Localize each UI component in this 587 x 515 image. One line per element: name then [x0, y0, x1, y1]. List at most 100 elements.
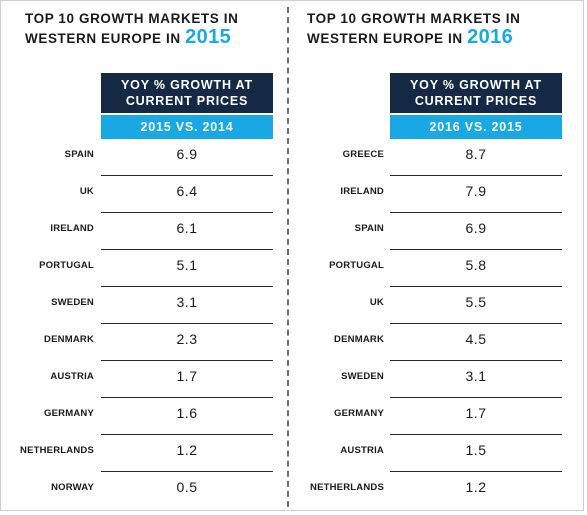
growth-value: 3.1 [176, 294, 198, 310]
growth-value: 1.5 [465, 442, 487, 458]
table-row: IRELAND 6.1 [1, 213, 287, 250]
country-label: PORTUGAL [329, 260, 384, 271]
growth-value: 6.1 [176, 220, 198, 236]
table-row: DENMARK 2.3 [1, 324, 287, 361]
growth-value: 4.5 [465, 331, 487, 347]
table-title: TOP 10 GROWTH MARKETS IN WESTERN EUROPE … [25, 9, 285, 48]
country-label: PORTUGAL [39, 260, 94, 271]
row-divider [390, 434, 562, 435]
title-year: 2016 [467, 26, 514, 48]
country-label: IRELAND [340, 186, 384, 197]
table-2015: TOP 10 GROWTH MARKETS IN WESTERN EUROPE … [1, 1, 287, 510]
country-label: NETHERLANDS [310, 482, 384, 493]
title-line-2: WESTERN EUROPE IN 2015 [25, 26, 285, 48]
country-label: GREECE [342, 149, 384, 160]
country-label: AUSTRIA [340, 445, 384, 456]
row-divider [390, 397, 562, 398]
table-row: IRELAND 7.9 [291, 176, 577, 213]
country-label: NORWAY [51, 482, 94, 493]
table-row: PORTUGAL 5.1 [1, 250, 287, 287]
table-row: GREECE 8.7 [291, 139, 577, 176]
row-divider [101, 434, 273, 435]
table-row: GERMANY 1.7 [291, 398, 577, 435]
row-divider [101, 249, 273, 250]
growth-value: 6.9 [176, 146, 198, 162]
row-divider [101, 471, 273, 472]
table-row: NORWAY 0.5 [1, 472, 287, 509]
dashed-divider [287, 7, 289, 507]
country-label: SPAIN [354, 223, 384, 234]
row-divider [101, 397, 273, 398]
growth-value: 6.9 [465, 220, 487, 236]
table-row: SWEDEN 3.1 [1, 287, 287, 324]
title-line-1: TOP 10 GROWTH MARKETS IN [25, 11, 239, 26]
country-label: NETHERLANDS [20, 445, 94, 456]
table-row: UK 6.4 [1, 176, 287, 213]
title-line-2-text: WESTERN EUROPE IN [25, 31, 181, 46]
table-row: NETHERLANDS 1.2 [291, 472, 577, 509]
growth-value: 5.1 [176, 257, 198, 273]
table-row: SPAIN 6.9 [1, 139, 287, 176]
column-header-line-1: YOY % GROWTH AT [410, 78, 542, 92]
row-divider [390, 286, 562, 287]
column-header: YOY % GROWTH AT CURRENT PRICES [390, 73, 562, 113]
row-divider [390, 323, 562, 324]
table-row: GERMANY 1.6 [1, 398, 287, 435]
title-line-1: TOP 10 GROWTH MARKETS IN [307, 11, 521, 26]
table-row: UK 5.5 [291, 287, 577, 324]
growth-value: 3.1 [465, 368, 487, 384]
table-row: NETHERLANDS 1.2 [1, 435, 287, 472]
country-label: UK [369, 297, 384, 308]
table-2016: TOP 10 GROWTH MARKETS IN WESTERN EUROPE … [291, 1, 577, 510]
growth-value: 1.6 [176, 405, 198, 421]
table-rows: SPAIN 6.9 UK 6.4 IRELAND 6.1 PORTUGAL 5.1 SWEDEN… [1, 139, 287, 509]
table-row: DENMARK 4.5 [291, 324, 577, 361]
country-label: SWEDEN [51, 297, 94, 308]
growth-value: 1.2 [176, 442, 198, 458]
row-divider [390, 249, 562, 250]
country-label: UK [79, 186, 94, 197]
table-row: SWEDEN 3.1 [291, 361, 577, 398]
column-subheader: 2016 VS. 2015 [390, 115, 562, 139]
growth-value: 7.9 [465, 183, 487, 199]
row-divider [390, 175, 562, 176]
growth-value: 0.5 [176, 479, 198, 495]
column-subheader: 2015 VS. 2014 [101, 115, 273, 139]
row-divider [101, 360, 273, 361]
growth-value: 8.7 [465, 146, 487, 162]
row-divider [101, 175, 273, 176]
table-row: AUSTRIA 1.7 [1, 361, 287, 398]
growth-value: 5.8 [465, 257, 487, 273]
row-divider [101, 286, 273, 287]
row-divider [101, 323, 273, 324]
row-divider [390, 471, 562, 472]
table-title: TOP 10 GROWTH MARKETS IN WESTERN EUROPE … [307, 9, 567, 48]
column-header-line-1: YOY % GROWTH AT [121, 78, 253, 92]
row-divider [390, 212, 562, 213]
country-label: SPAIN [64, 149, 94, 160]
growth-value: 2.3 [176, 331, 198, 347]
title-line-2-text: WESTERN EUROPE IN [307, 31, 463, 46]
country-label: AUSTRIA [50, 371, 94, 382]
growth-value: 1.2 [465, 479, 487, 495]
country-label: DENMARK [44, 334, 94, 345]
growth-value: 5.5 [465, 294, 487, 310]
country-label: GERMANY [334, 408, 384, 419]
table-row: SPAIN 6.9 [291, 213, 577, 250]
table-rows: GREECE 8.7 IRELAND 7.9 SPAIN 6.9 PORTUGAL 5.8 UK… [291, 139, 577, 509]
growth-value: 1.7 [176, 368, 198, 384]
country-label: GERMANY [44, 408, 94, 419]
country-label: DENMARK [334, 334, 384, 345]
row-divider [101, 212, 273, 213]
title-line-2: WESTERN EUROPE IN 2016 [307, 26, 567, 48]
row-divider [390, 360, 562, 361]
growth-value: 1.7 [465, 405, 487, 421]
title-year: 2015 [185, 26, 232, 48]
country-label: SWEDEN [341, 371, 384, 382]
country-label: IRELAND [50, 223, 94, 234]
table-row: AUSTRIA 1.5 [291, 435, 577, 472]
growth-value: 6.4 [176, 183, 198, 199]
table-row: PORTUGAL 5.8 [291, 250, 577, 287]
column-header-line-2: CURRENT PRICES [414, 94, 538, 108]
